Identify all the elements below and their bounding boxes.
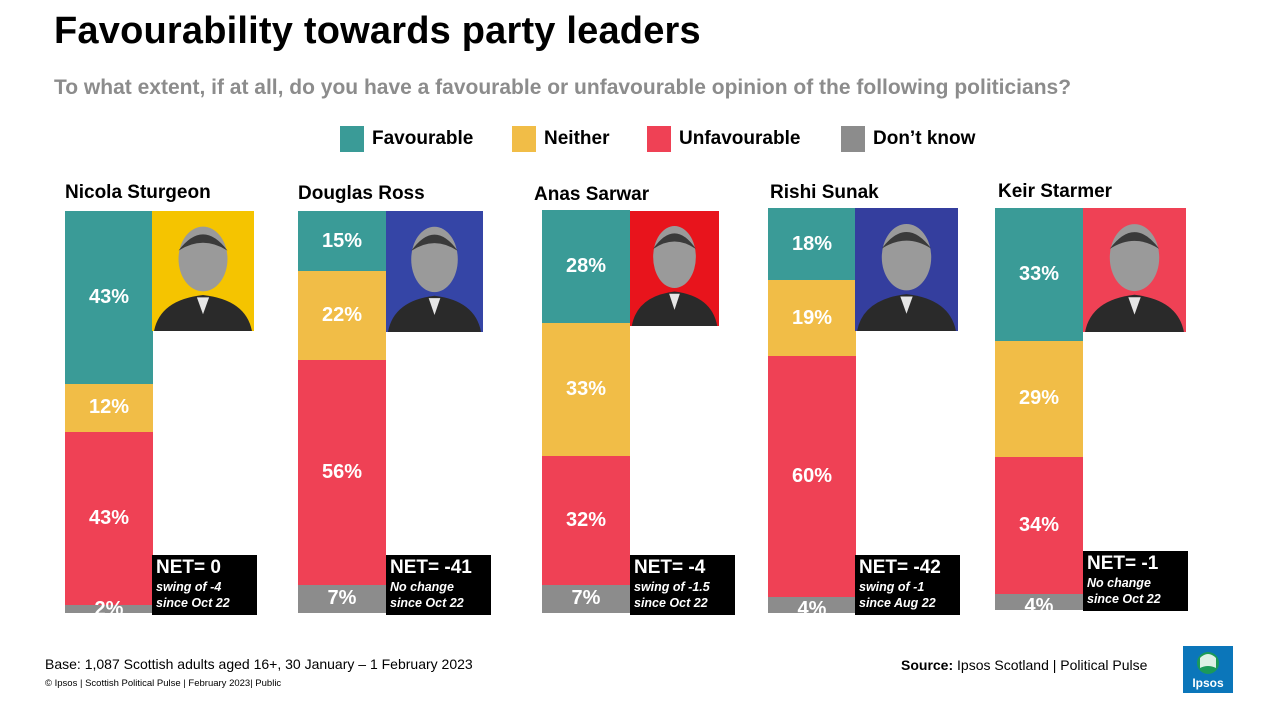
bar-label-favourable: 33% [1018,262,1060,285]
source-text: Ipsos Scotland | Political Pulse [953,657,1148,673]
bar-segment-neither: 12% [65,383,153,433]
net-note: No change since Oct 22 [390,580,464,610]
net-value: NET= -41 [390,557,472,578]
leader-name-keir-starmer: Keir Starmer [998,181,1113,202]
source-note: Source: Ipsos Scotland | Political Pulse [901,657,1147,673]
bar-segment-dont-know: 4% [995,593,1083,617]
legend-swatch-dont-know [841,126,865,152]
bar-label-unfavourable: 34% [1018,514,1060,537]
legend-swatch-favourable [340,126,364,152]
copyright-note: © Ipsos | Scottish Political Pulse | Feb… [45,678,282,689]
leader-photo-rishi-sunak [855,208,958,331]
net-box-keir-starmer: NET= -1 No change since Oct 22 [1083,551,1188,611]
portrait-icon [1085,224,1184,332]
bar-label-favourable: 18% [791,232,833,255]
bar-label-neither: 12% [88,396,130,419]
leader-name-nicola-sturgeon: Nicola Sturgeon [65,182,211,203]
net-box-nicola-sturgeon: NET= 0 swing of -4 since Oct 22 [152,555,257,615]
net-box-anas-sarwar: NET= -4 swing of -1.5 since Oct 22 [630,555,735,615]
portrait-icon [857,223,956,331]
leader-photo-nicola-sturgeon [152,211,254,331]
net-note: No change since Oct 22 [1087,576,1161,606]
net-value: NET= -1 [1087,553,1159,574]
bar-segment-neither: 29% [995,340,1083,458]
leader-photo-douglas-ross [386,211,483,332]
net-value: NET= -4 [634,557,706,578]
bar-segment-neither: 19% [768,280,856,357]
bar-segment-dont-know: 4% [768,596,856,620]
bar-label-unfavourable: 43% [88,507,130,530]
bar-label-favourable: 15% [321,229,363,252]
bar-label-neither: 19% [791,306,833,329]
legend-label-dont-know: Don’t know [873,128,976,149]
leader-name-rishi-sunak: Rishi Sunak [770,182,879,203]
base-note: Base: 1,087 Scottish adults aged 16+, 30… [45,656,473,672]
net-note: swing of -1.5 since Oct 22 [634,580,710,610]
bar-segment-unfavourable: 56% [298,359,386,585]
bar-label-dont-know: 7% [571,587,601,610]
portrait-icon [154,226,252,331]
ipsos-logo: Ipsos [1183,646,1233,693]
bar-segment-dont-know: 7% [542,584,630,613]
leader-photo-anas-sarwar [630,211,719,326]
bar-segment-unfavourable: 32% [542,455,630,585]
source-label: Source: [901,657,954,673]
bar-label-dont-know: 4% [797,597,827,620]
bar-segment-favourable: 18% [768,208,856,281]
leader-name-anas-sarwar: Anas Sarwar [534,184,650,205]
bar-segment-neither: 22% [298,271,386,360]
bar-label-unfavourable: 60% [791,465,833,488]
bar-label-neither: 29% [1018,387,1060,410]
logo-mark-icon [1197,652,1219,674]
bar-label-unfavourable: 32% [565,508,607,531]
bar-label-unfavourable: 56% [321,460,363,483]
net-value: NET= -42 [859,557,941,578]
bar-label-neither: 22% [321,304,363,327]
portrait-icon [631,225,718,326]
bar-segment-unfavourable: 34% [995,457,1083,594]
leader-name-douglas-ross: Douglas Ross [298,183,425,204]
chart-subtitle: To what extent, if at all, do you have a… [54,76,1072,99]
net-box-douglas-ross: NET= -41 No change since Oct 22 [386,555,491,615]
legend-swatch-neither [512,126,536,152]
bar-segment-dont-know: 7% [298,584,386,613]
bar-label-favourable: 43% [88,285,130,308]
bar-segment-unfavourable: 60% [768,356,856,597]
legend-swatch-unfavourable [647,126,671,152]
bar-segment-favourable: 15% [298,211,386,272]
chart-legend: Favourable Neither Unfavourable Don’t kn… [0,126,1280,156]
legend-item-dont-know: Don’t know [841,126,975,152]
legend-item-favourable: Favourable [340,126,473,152]
net-box-rishi-sunak: NET= -42 swing of -1 since Aug 22 [855,555,960,615]
bar-segment-favourable: 33% [995,208,1083,341]
bar-label-dont-know: 2% [94,597,124,620]
bar-segment-dont-know: 2% [65,598,153,620]
bar-label-dont-know: 7% [327,587,357,610]
legend-item-neither: Neither [512,126,609,152]
logo-text: Ipsos [1192,676,1224,690]
legend-label-neither: Neither [544,128,610,149]
page-title: Favourability towards party leaders [54,10,701,52]
bar-label-favourable: 28% [565,254,607,277]
bar-label-neither: 33% [565,377,607,400]
portrait-icon [387,226,482,332]
net-note: swing of -4 since Oct 22 [156,580,230,610]
legend-label-unfavourable: Unfavourable [679,128,801,149]
bar-segment-neither: 33% [542,322,630,456]
bar-segment-favourable: 28% [542,210,630,323]
net-note: swing of -1 since Aug 22 [859,580,936,610]
bar-segment-unfavourable: 43% [65,432,153,605]
bar-label-dont-know: 4% [1024,594,1054,617]
legend-label-favourable: Favourable [372,128,474,149]
leader-photo-keir-starmer [1083,208,1186,332]
bar-segment-favourable: 43% [65,211,153,384]
net-value: NET= 0 [156,557,221,578]
legend-item-unfavourable: Unfavourable [647,126,800,152]
